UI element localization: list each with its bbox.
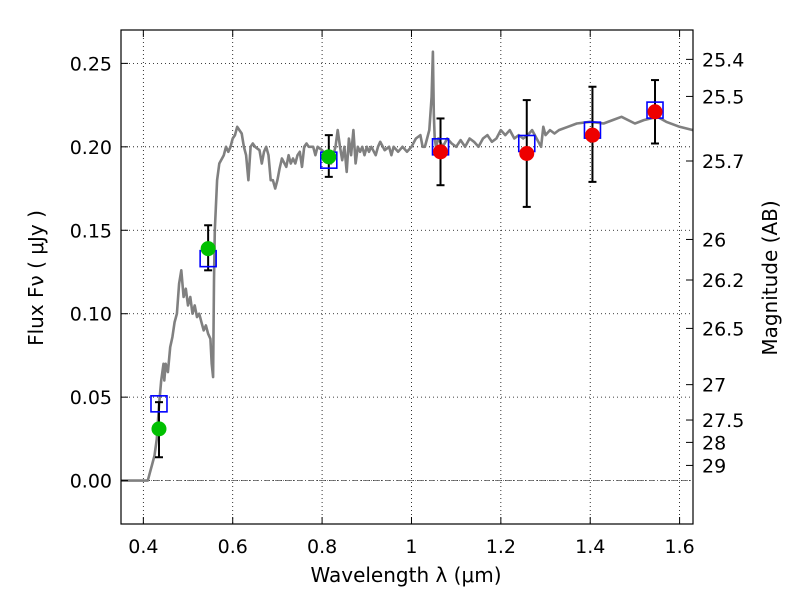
nir-data-point bbox=[584, 127, 600, 143]
right-axis-title: Magnitude (AB) bbox=[758, 200, 782, 355]
nir-data-point bbox=[647, 104, 663, 120]
right-axis-tick-label: 25.7 bbox=[702, 151, 744, 173]
x-tick-label: 1.4 bbox=[575, 536, 605, 558]
plot-area bbox=[121, 50, 694, 482]
x-tick-label: 0.4 bbox=[128, 536, 158, 558]
model-photometry-square bbox=[150, 395, 168, 413]
right-axis-tick-label: 25.5 bbox=[702, 86, 744, 108]
y-tick-label: 0.00 bbox=[70, 471, 112, 493]
x-tick-label: 1.2 bbox=[486, 536, 516, 558]
right-axis-tick-label: 26.2 bbox=[702, 270, 744, 292]
optical-data-point bbox=[200, 241, 216, 257]
axes: 0.4 0.6 0.8 1 1.2 1.4 1.6 0.00 0.05 0.10 0.15 0.20 0… bbox=[70, 29, 744, 558]
x-tick-label: 0.8 bbox=[307, 536, 337, 558]
right-axis-tick-label: 25.4 bbox=[702, 49, 744, 71]
nir-data-point bbox=[433, 144, 449, 160]
y-tick-label: 0.15 bbox=[70, 220, 112, 242]
x-tick-label: 0.6 bbox=[218, 536, 248, 558]
y-axis-title: Flux Fν ( μJy ) bbox=[24, 210, 48, 346]
right-axis-tick-label: 27 bbox=[702, 375, 726, 397]
right-axis-tick-label: 26.5 bbox=[702, 318, 744, 340]
grid bbox=[121, 30, 693, 524]
right-axis-tick-label: 29 bbox=[702, 455, 726, 477]
right-axis-tick-label: 27.5 bbox=[702, 410, 744, 432]
y-tick-label: 0.10 bbox=[70, 304, 112, 326]
plot-frame bbox=[120, 29, 694, 525]
optical-data-point bbox=[151, 421, 167, 437]
right-axis-tick-label: 28 bbox=[702, 432, 726, 454]
y-tick-label: 0.25 bbox=[70, 53, 112, 75]
y-tick-label: 0.05 bbox=[70, 387, 112, 409]
optical-data-point bbox=[321, 149, 337, 165]
right-axis-tick-label: 26 bbox=[702, 229, 726, 251]
nir-data-point bbox=[519, 146, 535, 161]
y-tick-label: 0.20 bbox=[70, 137, 112, 159]
x-axis-title: Wavelength λ (μm) bbox=[310, 563, 501, 587]
x-tick-label: 1.6 bbox=[664, 536, 694, 558]
x-tick-label: 1 bbox=[405, 536, 417, 558]
